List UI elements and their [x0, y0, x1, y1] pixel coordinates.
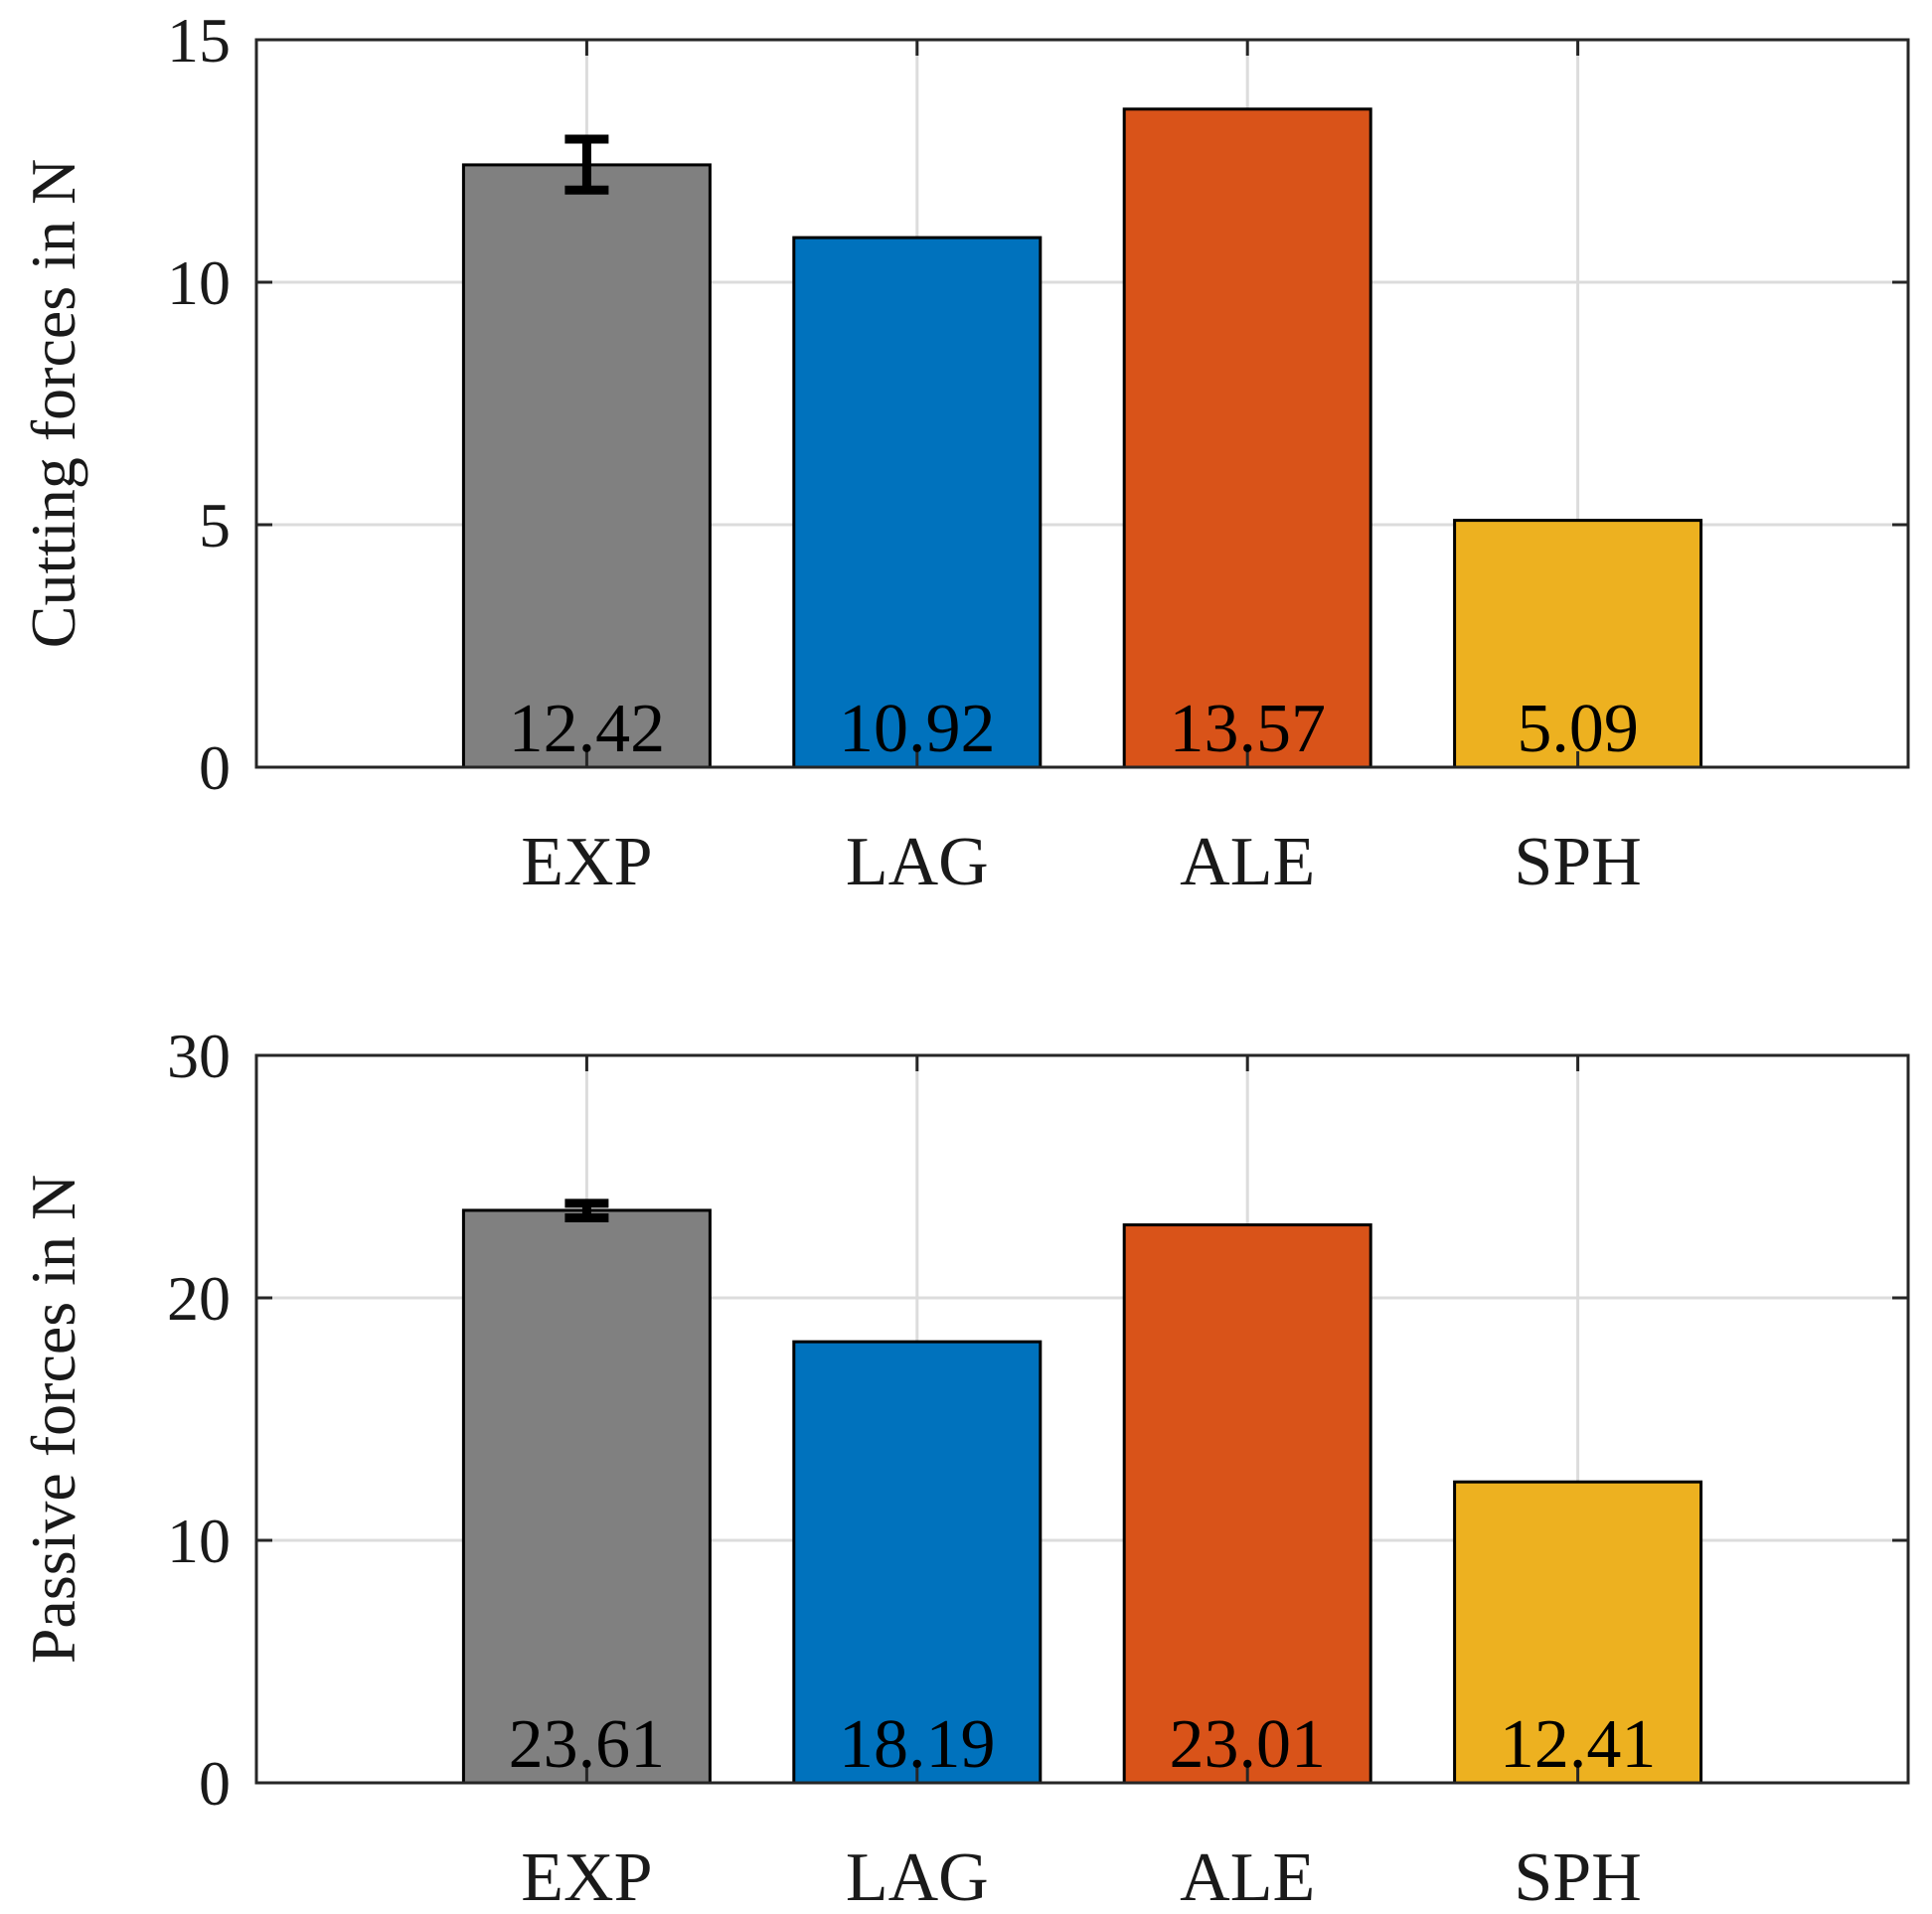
x-category-label: LAG: [846, 824, 989, 900]
y-axis-label: Passive forces in N: [18, 1175, 88, 1664]
bar-lag: [792, 236, 1043, 769]
y-tick-label: 10: [167, 1506, 231, 1576]
bar-value-label: 13.57: [1169, 691, 1326, 767]
bar-value-label: 12.41: [1500, 1706, 1657, 1783]
bar-value-label: 23.61: [509, 1706, 666, 1783]
y-tick-label: 20: [167, 1263, 231, 1334]
bar-sph: [1453, 1480, 1703, 1785]
error-bar: [564, 134, 609, 195]
axes-box: [254, 38, 1910, 769]
y-axis-label: Cutting forces in N: [18, 159, 88, 648]
passive-forces-chart: Passive forces in N 0 10 20 30 EXP 23.61 LAG 18…: [18, 1021, 1910, 1914]
y-tick-label: 5: [199, 490, 231, 560]
bar-value-label: 12.42: [509, 691, 666, 767]
x-category-label: LAG: [846, 1839, 989, 1914]
cutting-forces-chart: Cutting forces in N 0 5 10 15 EXP 12.42 LAG 10.…: [18, 5, 1910, 900]
y-tick-label: 0: [199, 732, 231, 803]
bar-ale: [1122, 1223, 1372, 1785]
error-bar: [564, 1198, 609, 1222]
y-tick-label: 10: [167, 247, 231, 318]
y-tick-label: 15: [167, 5, 231, 76]
bar-value-label: 10.92: [839, 691, 996, 767]
x-category-label: SPH: [1514, 824, 1641, 900]
bar-ale: [1122, 107, 1372, 769]
x-category-label: EXP: [521, 1839, 652, 1914]
x-category-label: EXP: [521, 824, 652, 900]
axes-box: [254, 1053, 1910, 1785]
bar-value-label: 18.19: [839, 1706, 996, 1783]
x-category-label: ALE: [1180, 824, 1315, 900]
x-category-label: SPH: [1514, 1839, 1641, 1914]
y-tick-label: 30: [167, 1021, 231, 1091]
x-category-label: ALE: [1180, 1839, 1315, 1914]
bar-value-label: 5.09: [1517, 691, 1639, 767]
y-tick-label: 0: [199, 1748, 231, 1819]
bar-sph: [1453, 519, 1703, 769]
bar-exp: [461, 163, 712, 769]
bar-value-label: 23.01: [1169, 1706, 1326, 1783]
bar-exp: [461, 1208, 712, 1785]
